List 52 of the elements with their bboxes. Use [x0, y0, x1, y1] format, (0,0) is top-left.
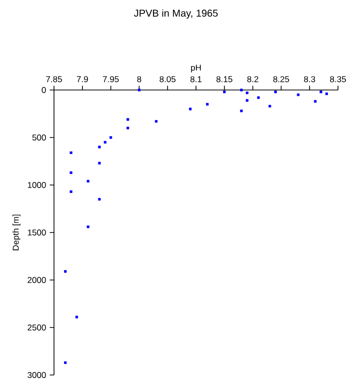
point	[240, 88, 243, 92]
point	[257, 96, 260, 99]
x-tick-label: 8	[137, 76, 142, 82]
point	[98, 198, 101, 201]
point	[98, 146, 101, 148]
point	[206, 102, 209, 106]
point	[64, 361, 67, 364]
point	[274, 90, 277, 94]
point	[138, 88, 140, 92]
point	[325, 92, 328, 96]
x-tick-label: 8.3	[304, 76, 316, 82]
x-tick-label: 8.35	[330, 76, 346, 82]
y-tick-label: 1500	[28, 230, 46, 236]
y-axis-title: Depth [m]	[12, 214, 20, 250]
point	[223, 90, 226, 94]
point	[246, 92, 248, 94]
point	[98, 162, 101, 164]
point	[86, 180, 90, 183]
point	[320, 90, 322, 94]
y-tick-label: 0	[42, 87, 46, 94]
point	[126, 126, 130, 130]
y-tick-label: 2500	[28, 324, 46, 331]
point	[64, 270, 67, 273]
x-tick-label: 8.05	[160, 76, 176, 82]
chart-title: JPVB in May, 1965	[134, 9, 218, 19]
point	[268, 104, 272, 108]
x-tick-label: 8.15	[216, 76, 232, 82]
point	[70, 171, 72, 174]
point	[70, 151, 72, 154]
x-tick-label: 8.1	[190, 76, 202, 82]
point	[75, 316, 78, 318]
y-tick-label: 2000	[28, 277, 46, 284]
point	[104, 140, 106, 144]
point	[240, 110, 243, 112]
x-tick-label: 7.95	[102, 76, 119, 82]
point	[314, 100, 317, 103]
y-tick-label: 3000	[28, 372, 46, 378]
x-tick-label: 7.85	[46, 76, 62, 82]
point	[189, 108, 192, 110]
x-tick-label: 7.9	[76, 76, 88, 82]
point	[126, 118, 130, 121]
point	[109, 136, 112, 139]
y-tick-label: 1000	[28, 182, 46, 188]
x-tick-label: 8.25	[273, 76, 290, 82]
point	[70, 190, 72, 193]
x-axis-title: pH	[191, 64, 201, 72]
point	[246, 99, 248, 102]
point	[86, 226, 90, 228]
point	[296, 93, 300, 96]
point	[154, 120, 158, 123]
y-tick-label: 500	[32, 134, 46, 141]
x-tick-label: 8.2	[247, 76, 258, 82]
